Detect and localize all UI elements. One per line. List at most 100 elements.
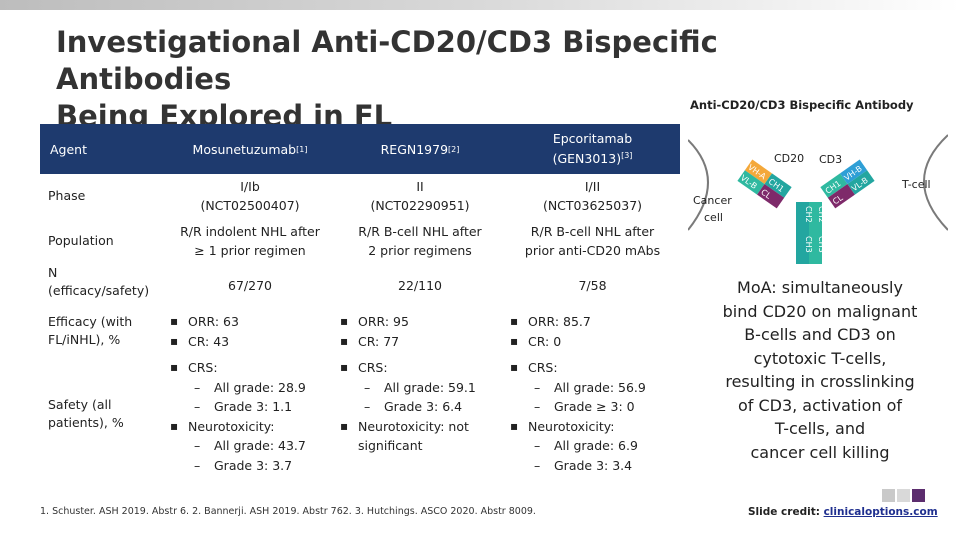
row-label-n: N (efficacy/safety): [48, 264, 149, 300]
row-label-n-2: (efficacy/safety): [48, 283, 150, 298]
safety-epcoritamab-crs-g3: Grade ≥ 3: 0: [508, 397, 646, 417]
cell-phase-regn1979: II (NCT02290951): [335, 177, 505, 215]
stem-ch3-right: CH3: [817, 236, 826, 253]
cancer-cell-label-1: Cancer: [693, 194, 732, 207]
efficacy-list-mosunetuzumab: ORR: 63 CR: 43: [168, 312, 239, 351]
cell-phase-mosunetuzumab: I/Ib (NCT02500407): [165, 177, 335, 215]
diagram-title: Anti-CD20/CD3 Bispecific Antibody: [690, 98, 914, 112]
logo-square-2: [897, 489, 910, 502]
header-regn1979: REGN1979 [2]: [335, 124, 505, 174]
header-agent: Agent: [50, 141, 87, 157]
row-label-safety-2: patients), %: [48, 415, 124, 430]
safety-mosunetuzumab-neuro-g3: Grade 3: 3.7: [168, 456, 306, 476]
logo-square-3: [912, 489, 925, 502]
cell-population-mosunetuzumab-1: R/R indolent NHL after: [180, 224, 320, 239]
cd3-label: CD3: [819, 153, 842, 166]
table-row-efficacy: Efficacy (with FL/iNHL), % ORR: 63 CR: 4…: [40, 312, 680, 354]
left-vl-block: [737, 170, 765, 195]
stem-ch2-right: CH2: [817, 206, 826, 223]
cell-population-epcoritamab: R/R B-cell NHL after prior anti-CD20 mAb…: [505, 222, 680, 260]
moa-line-4: cytotoxic T-cells,: [753, 348, 887, 368]
left-cl-block: [757, 183, 785, 209]
right-vh-block: [840, 159, 868, 184]
top-gradient-bar: [0, 0, 960, 10]
antibody-right-arm: CH1 CL VH-B VL-B: [820, 159, 875, 209]
efficacy-mosunetuzumab-cr: CR: 43: [168, 332, 239, 352]
safety-epcoritamab-neuro-g3: Grade 3: 3.4: [508, 456, 646, 476]
row-label-n-1: N: [48, 265, 58, 280]
cell-population-regn1979: R/R B-cell NHL after 2 prior regimens: [335, 222, 505, 260]
moa-line-1: MoA: simultaneously: [737, 278, 903, 297]
row-label-safety-1: Safety (all: [48, 397, 112, 412]
moa-line-7: T-cells, and: [774, 419, 866, 438]
efficacy-list-regn1979: ORR: 95 CR: 77: [338, 312, 409, 351]
row-label-efficacy-2: FL/iNHL), %: [48, 332, 121, 347]
safety-mosunetuzumab-neuro-all: All grade: 43.7: [168, 436, 306, 456]
left-ch1-block: [764, 173, 792, 198]
slide-credit-link[interactable]: clinicaloptions.com: [823, 506, 938, 518]
header-regn1979-name: REGN1979: [380, 141, 449, 157]
slide-credit-prefix: Slide credit:: [748, 506, 824, 518]
slide-credit: Slide credit: clinicaloptions.com: [748, 506, 938, 518]
t-cell-label: T-cell: [901, 178, 931, 191]
moa-line-5: resulting in crosslinking: [725, 372, 915, 391]
cd20-label: CD20: [774, 152, 804, 165]
cell-population-regn1979-2: 2 prior regimens: [368, 243, 472, 258]
right-ch1-block: [820, 173, 848, 198]
table-row-phase: Phase I/Ib (NCT02500407) II (NCT02290951…: [40, 176, 680, 218]
table-row-population: Population R/R indolent NHL after ≥ 1 pr…: [40, 221, 680, 263]
row-label-efficacy: Efficacy (with FL/iNHL), %: [48, 313, 132, 349]
antibody-stem: CH2 CH2 CH3 CH3: [796, 202, 826, 264]
header-epcoritamab-ref: [3]: [621, 151, 633, 161]
row-label-population: Population: [48, 233, 114, 248]
cell-phase-regn1979-2: (NCT02290951): [370, 198, 470, 213]
header-mosunetuzumab: Mosunetuzumab [1]: [165, 124, 335, 174]
safety-regn1979-crs-all: All grade: 59.1: [338, 378, 476, 398]
row-label-safety: Safety (all patients), %: [48, 396, 124, 432]
table-header-row: Agent Mosunetuzumab [1] REGN1979 [2] Epcor…: [40, 124, 680, 174]
header-epcoritamab-line-1: Epcoritamab: [552, 131, 633, 147]
header-epcoritamab-code: (GEN3013): [552, 151, 622, 167]
slide-title: Investigational Anti-CD20/CD3 Bispecific…: [56, 24, 856, 135]
efficacy-regn1979-orr: ORR: 95: [338, 312, 409, 332]
cell-population-epcoritamab-1: R/R B-cell NHL after: [530, 224, 655, 239]
cell-phase-regn1979-1: II: [416, 179, 424, 194]
cell-phase-mosunetuzumab-1: I/Ib: [240, 179, 260, 194]
efficacy-epcoritamab-orr: ORR: 85.7: [508, 312, 591, 332]
cell-phase-epcoritamab-1: I/II: [584, 179, 601, 194]
cancer-cell-membrane: [688, 139, 709, 231]
safety-mosunetuzumab-crs-all: All grade: 28.9: [168, 378, 306, 398]
antibody-left-arm: VH-A VL-B CH1 CL: [737, 159, 792, 209]
cell-population-regn1979-1: R/R B-cell NHL after: [358, 224, 482, 239]
cco-logo-icon: [882, 489, 925, 502]
slide-title-line-1: Investigational Anti-CD20/CD3 Bispecific…: [56, 25, 718, 96]
safety-epcoritamab-neuro-all: All grade: 6.9: [508, 436, 646, 456]
efficacy-regn1979-cr: CR: 77: [338, 332, 409, 352]
safety-list-mosunetuzumab: CRS: All grade: 28.9 Grade 3: 1.1 Neurot…: [168, 358, 306, 475]
efficacy-epcoritamab-cr: CR: 0: [508, 332, 591, 352]
safety-mosunetuzumab-crs-g3: Grade 3: 1.1: [168, 397, 306, 417]
logo-square-1: [882, 489, 895, 502]
safety-epcoritamab-neuro: Neurotoxicity:: [508, 417, 646, 437]
cell-n-epcoritamab: 7/58: [578, 278, 607, 293]
row-label-efficacy-1: Efficacy (with: [48, 314, 133, 329]
header-mosunetuzumab-ref: [1]: [296, 144, 308, 154]
header-epcoritamab: Epcoritamab (GEN3013)[3]: [505, 124, 680, 174]
safety-list-regn1979: CRS: All grade: 59.1 Grade 3: 6.4 Neurot…: [338, 358, 476, 456]
references-footnote: 1. Schuster. ASH 2019. Abstr 6. 2. Banne…: [40, 506, 536, 517]
right-vl-block: [847, 170, 875, 195]
cell-n-mosunetuzumab: 67/270: [228, 278, 272, 293]
safety-regn1979-neuro: Neurotoxicity: not significant: [338, 417, 476, 456]
safety-regn1979-crs: CRS:: [338, 358, 476, 378]
safety-regn1979-crs-g3: Grade 3: 6.4: [338, 397, 476, 417]
safety-mosunetuzumab-crs: CRS:: [168, 358, 306, 378]
header-regn1979-ref: [2]: [448, 144, 460, 154]
safety-epcoritamab-crs-all: All grade: 56.9: [508, 378, 646, 398]
moa-line-3: B-cells and CD3 on: [744, 325, 896, 344]
stem-ch3-left: CH3: [804, 236, 813, 253]
cell-phase-epcoritamab: I/II (NCT03625037): [505, 177, 680, 215]
table-row-n: N (efficacy/safety) 67/270 22/110 7/58: [40, 264, 680, 306]
cancer-cell-label-2: cell: [704, 211, 723, 224]
cell-phase-epcoritamab-2: (NCT03625037): [542, 198, 643, 213]
moa-line-2: bind CD20 on malignant: [722, 301, 918, 321]
